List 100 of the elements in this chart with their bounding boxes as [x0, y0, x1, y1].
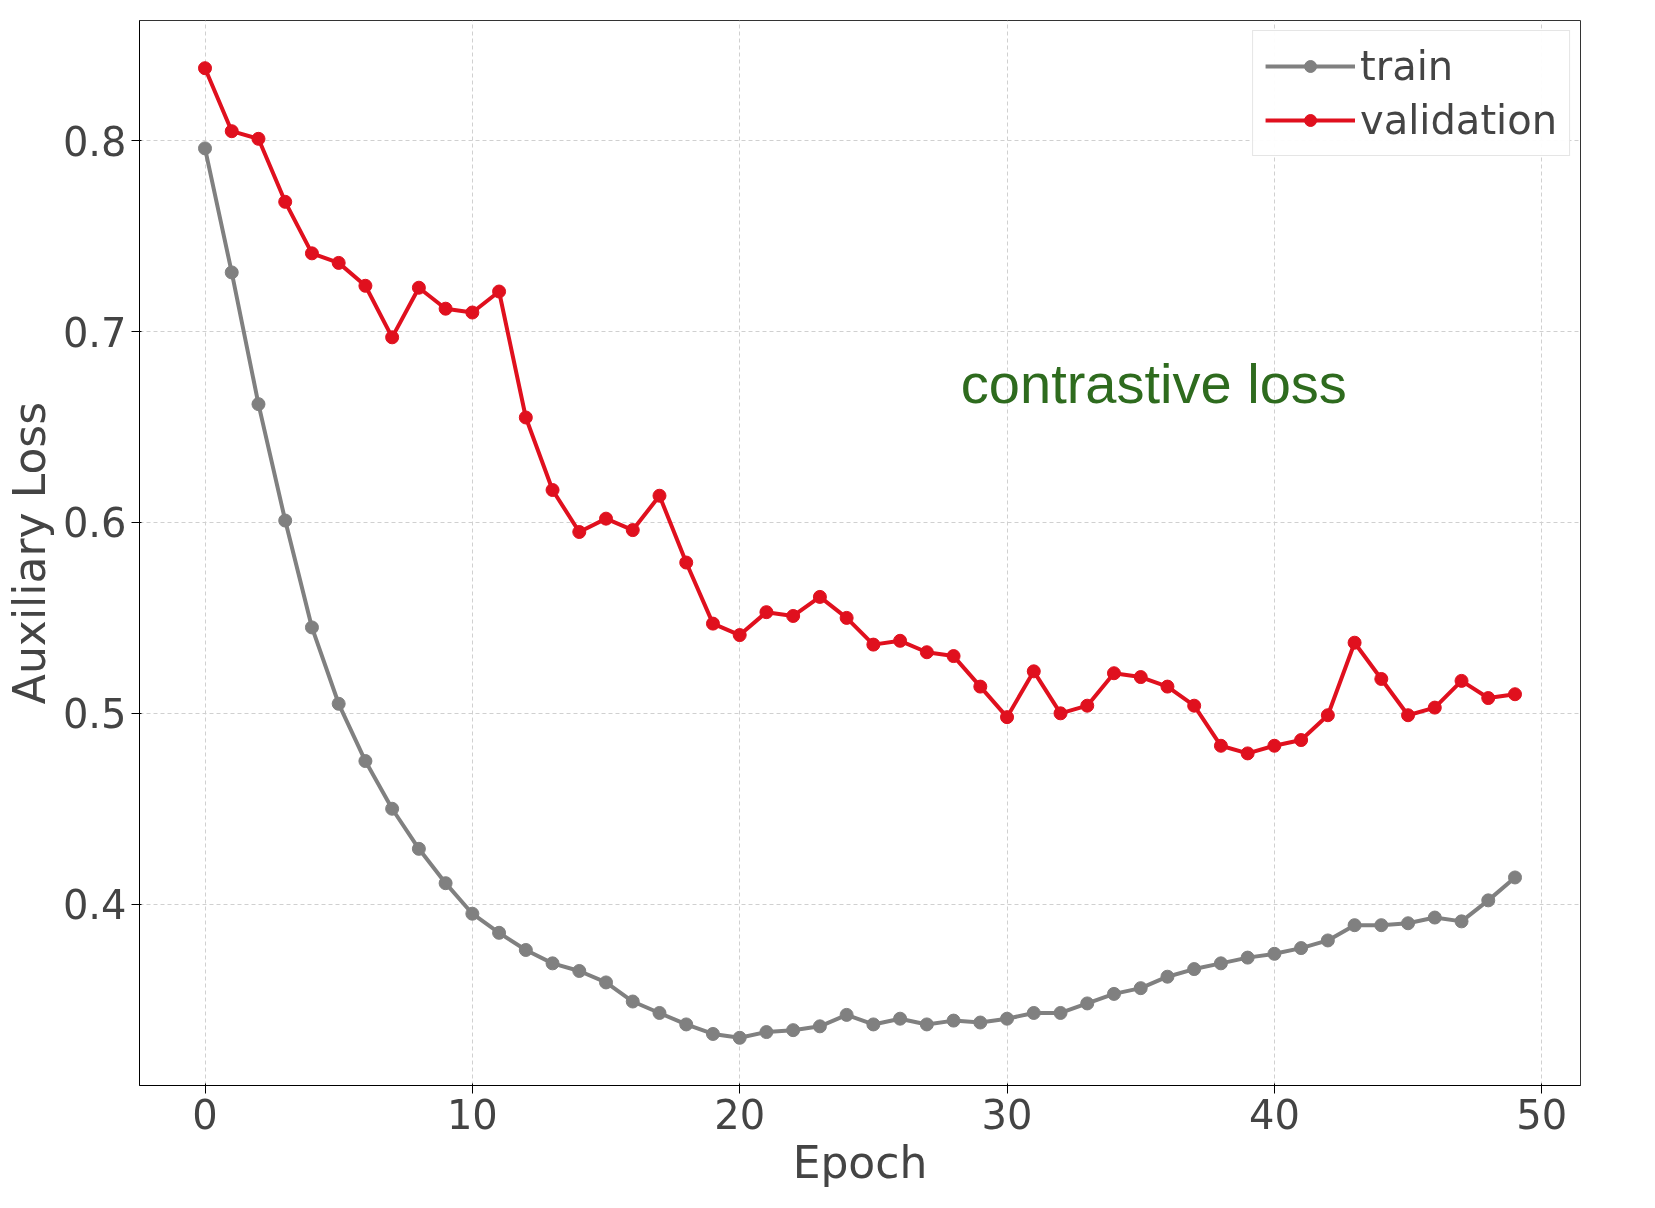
point — [545, 956, 560, 971]
point — [1294, 941, 1309, 956]
legend-label: train — [1360, 43, 1454, 89]
y-tick-label: 0.7 — [62, 309, 127, 356]
point — [732, 1030, 747, 1045]
point — [973, 1015, 988, 1030]
point — [705, 616, 720, 631]
point — [1160, 969, 1175, 984]
point — [1320, 708, 1335, 723]
point — [278, 513, 293, 528]
point — [224, 124, 239, 139]
y-tick-label: 0.6 — [62, 500, 127, 547]
point — [438, 876, 453, 891]
point — [866, 1017, 881, 1032]
point — [518, 410, 533, 425]
point — [1454, 914, 1469, 929]
point — [358, 278, 373, 293]
point — [732, 628, 747, 643]
point — [198, 61, 212, 76]
point — [1267, 946, 1282, 961]
point — [652, 1005, 667, 1020]
point — [839, 1007, 854, 1022]
point — [1053, 1005, 1068, 1020]
point — [198, 141, 212, 156]
x-tick-label: 20 — [714, 1091, 766, 1138]
point — [946, 649, 961, 664]
point — [331, 255, 346, 270]
point — [1133, 981, 1148, 996]
point — [1374, 918, 1389, 933]
point — [331, 696, 346, 711]
point — [224, 265, 239, 280]
point — [1454, 673, 1469, 688]
point — [919, 645, 934, 660]
point — [1213, 956, 1228, 971]
point — [812, 589, 827, 604]
point — [1401, 916, 1416, 931]
x-axis-title: Epoch — [792, 1136, 928, 1188]
point — [492, 284, 507, 299]
point — [1133, 670, 1148, 685]
x-tick-label: 30 — [981, 1091, 1033, 1138]
point — [786, 1023, 801, 1038]
point — [1106, 986, 1121, 1001]
point — [625, 994, 640, 1009]
legend-label: validation — [1360, 97, 1557, 143]
point — [438, 301, 453, 316]
point — [599, 511, 614, 526]
y-tick-label: 0.8 — [62, 118, 127, 165]
point — [1374, 671, 1389, 686]
point — [465, 906, 480, 921]
y-tick-label: 0.5 — [62, 691, 127, 738]
point — [1508, 870, 1522, 885]
point — [1320, 933, 1335, 948]
point — [358, 754, 373, 769]
point — [1026, 1005, 1041, 1020]
point — [759, 1025, 774, 1040]
point — [625, 523, 640, 538]
point — [1427, 700, 1442, 715]
x-tick-label: 40 — [1248, 1091, 1300, 1138]
point — [839, 610, 854, 625]
x-tick-label: 50 — [1516, 1091, 1568, 1138]
point — [1160, 679, 1175, 694]
point — [1347, 635, 1362, 650]
point — [572, 525, 587, 539]
point — [1080, 996, 1095, 1011]
point — [1481, 691, 1496, 706]
point — [385, 801, 400, 816]
point — [1026, 664, 1041, 679]
point — [492, 925, 507, 940]
point — [411, 841, 426, 856]
y-axis-title: Auxiliary Loss — [3, 401, 55, 705]
point — [545, 483, 560, 497]
point — [1053, 706, 1068, 721]
point — [1080, 698, 1095, 713]
point — [1294, 733, 1309, 748]
point — [278, 194, 293, 209]
point — [679, 555, 694, 570]
point — [893, 1011, 908, 1026]
point — [599, 975, 614, 990]
point — [1213, 738, 1228, 753]
point — [1347, 918, 1362, 933]
point — [304, 620, 319, 635]
point — [1508, 687, 1522, 702]
y-tick-label: 0.4 — [62, 882, 127, 929]
point — [866, 637, 881, 652]
point — [786, 609, 801, 623]
point — [919, 1017, 934, 1032]
point — [679, 1017, 694, 1032]
point — [1187, 962, 1202, 977]
point — [251, 131, 266, 146]
point — [705, 1026, 720, 1041]
x-tick-label: 10 — [446, 1091, 498, 1138]
point — [1427, 910, 1442, 925]
point — [812, 1019, 827, 1034]
point — [572, 964, 587, 978]
point — [1187, 698, 1202, 713]
x-tick-label: 0 — [192, 1091, 218, 1138]
point — [893, 633, 908, 648]
point — [1240, 746, 1255, 761]
point — [251, 397, 266, 412]
point — [385, 330, 400, 345]
